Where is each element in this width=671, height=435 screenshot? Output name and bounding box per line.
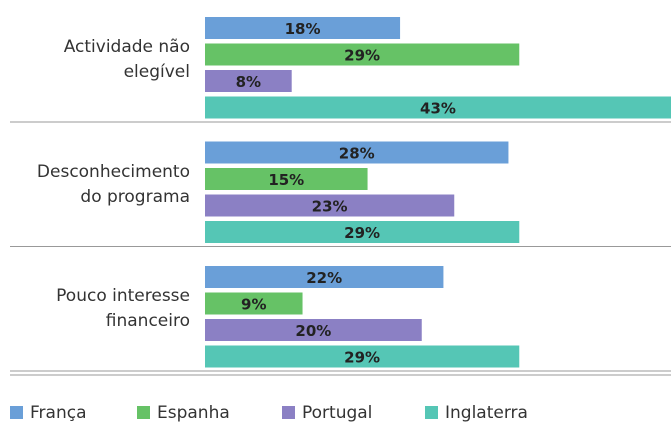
value-label: 29% [344, 47, 380, 65]
value-label: 15% [268, 171, 304, 189]
value-label: 9% [241, 296, 266, 314]
legend-label: Espanha [157, 403, 230, 423]
legend-swatch [282, 406, 295, 419]
legend-swatch [425, 406, 438, 419]
bar [205, 319, 422, 341]
bar [205, 266, 444, 288]
value-label: 29% [344, 224, 380, 242]
bar [205, 292, 303, 315]
value-label: 20% [295, 322, 331, 340]
legend-label: Inglaterra [445, 403, 528, 423]
bar [205, 96, 671, 119]
legend-swatch [137, 406, 150, 419]
value-label: 29% [344, 349, 380, 367]
bar [205, 17, 401, 39]
value-label: 22% [306, 269, 342, 287]
legend-swatch [10, 406, 23, 419]
legend-label: França [30, 403, 87, 423]
value-label: 43% [420, 100, 456, 118]
bar [205, 194, 455, 217]
bar [205, 70, 292, 92]
category-label: Desconhecimento do programa [36, 161, 190, 207]
bar [205, 141, 509, 164]
category-label: Pouco interesse financeiro [56, 286, 190, 331]
value-label: 28% [339, 145, 375, 163]
bar [205, 43, 520, 66]
bar [205, 345, 520, 368]
bar [205, 221, 520, 243]
category-label: Actividade não elegível [63, 37, 190, 82]
bar [205, 168, 368, 190]
value-label: 23% [312, 198, 348, 216]
value-label: 18% [285, 20, 321, 38]
value-label: 8% [236, 73, 261, 91]
legend-label: Portugal [302, 403, 372, 423]
